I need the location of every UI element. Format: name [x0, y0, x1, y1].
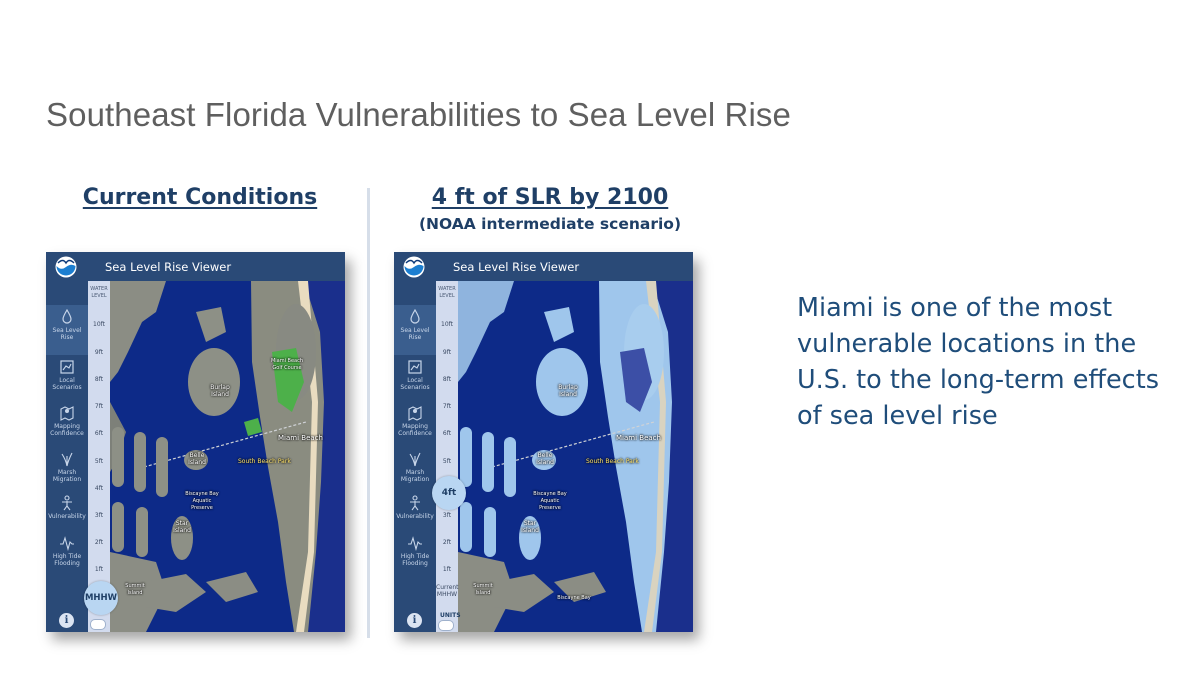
slider-tick: 2ft	[442, 539, 452, 546]
sidebar-item-sea-level-rise[interactable]: Sea Level Rise	[46, 305, 88, 355]
sidebar-item-local-scenarios[interactable]: Local Scenarios	[46, 359, 88, 391]
map-label-biscayne-bay: Biscayne Bay Aquatic Preserve	[185, 491, 219, 511]
map-pin-icon	[408, 406, 422, 421]
water-drop-icon	[62, 309, 72, 324]
slider-tick: 6ft	[442, 430, 452, 437]
slider-tick: 1ft	[442, 566, 452, 573]
map-label-summit-island: Summit Island	[125, 583, 145, 596]
sidebar-item-vulnerability[interactable]: Vulnerability	[46, 495, 88, 520]
slider-header: WATER LEVEL	[438, 286, 456, 299]
slider-tick: 3ft	[94, 512, 104, 519]
map-label-summit-island: Summit Island	[473, 583, 493, 596]
viewer-title: Sea Level Rise Viewer	[105, 260, 232, 274]
slider-tick: 6ft	[94, 430, 104, 437]
units-label: UNITS	[440, 612, 461, 619]
water-level-slider[interactable]: WATER LEVEL 10ft 9ft 8ft 7ft 6ft 5ft 4ft…	[88, 281, 110, 632]
sidebar-item-label: Sea Level Rise	[52, 327, 82, 341]
noaa-logo-icon	[55, 256, 77, 278]
map-label-star-island: Star Island	[173, 520, 191, 534]
sidebar-item-label: Marsh Migration	[400, 469, 430, 483]
map-label-miami-beach: Miami Beach	[616, 434, 661, 442]
tide-wave-icon	[408, 536, 422, 551]
slider-tick: 10ft	[441, 321, 453, 328]
sidebar-item-local-scenarios[interactable]: Local Scenarios	[394, 359, 436, 391]
marsh-plant-icon	[61, 452, 73, 467]
map-label-miami-beach: Miami Beach	[278, 434, 323, 442]
viewer-sidebar: Sea Level Rise Local Scenarios Mapping C…	[394, 281, 436, 632]
map-label-golf-course: Miami Beach Golf Course	[270, 358, 304, 371]
map-label-burlap-island: Burlap Island	[210, 384, 230, 398]
sidebar-item-label: Vulnerability	[396, 513, 434, 520]
sidebar-item-label: Local Scenarios	[400, 377, 430, 391]
sidebar-item-label: High Tide Flooding	[52, 553, 82, 567]
slider-tick: 5ft	[442, 458, 452, 465]
sidebar-item-label: High Tide Flooding	[400, 553, 430, 567]
slider-tick: 3ft	[442, 512, 452, 519]
sidebar-item-sea-level-rise[interactable]: Sea Level Rise	[394, 305, 436, 355]
sidebar-item-mapping-confidence[interactable]: Mapping Confidence	[394, 405, 436, 437]
local-scenarios-icon	[60, 360, 74, 374]
current-conditions-heading: Current Conditions	[82, 185, 318, 210]
map-label-south-beach: South Beach Park	[238, 458, 291, 465]
person-icon	[62, 495, 72, 511]
sidebar-item-marsh-migration[interactable]: Marsh Migration	[46, 451, 88, 483]
slider-tick: 9ft	[94, 349, 104, 356]
sidebar-item-high-tide-flooding[interactable]: High Tide Flooding	[394, 535, 436, 567]
local-scenarios-icon	[408, 360, 422, 374]
viewer-sidebar: Sea Level Rise Local Scenarios Mapping C…	[46, 281, 88, 632]
sidebar-item-label: Mapping Confidence	[398, 423, 432, 437]
slide-caption: Miami is one of the most vulnerable loca…	[797, 293, 1159, 431]
slide-title: Southeast Florida Vulnerabilities to Sea…	[46, 96, 791, 133]
viewer-4ft: Sea Level Rise Viewer Miami Beach South …	[394, 252, 693, 632]
person-icon	[410, 495, 420, 511]
map-label-biscayne-bay: Biscayne Bay Aquatic Preserve	[533, 491, 567, 511]
map-label-belle-isle: Belle Island	[536, 452, 554, 466]
water-level-slider[interactable]: WATER LEVEL 10ft 9ft 8ft 7ft 6ft 5ft 3ft…	[436, 281, 458, 632]
viewer-header: Sea Level Rise Viewer	[46, 252, 345, 281]
slider-tick: 8ft	[442, 376, 452, 383]
current-mhhw-label: Current MHHW	[436, 584, 459, 598]
slider-tick: 8ft	[94, 376, 104, 383]
sidebar-item-high-tide-flooding[interactable]: High Tide Flooding	[46, 535, 88, 567]
sidebar-item-label: Vulnerability	[48, 513, 86, 520]
slider-tick: 10ft	[93, 321, 105, 328]
units-toggle[interactable]	[438, 620, 454, 631]
slider-tick: 9ft	[442, 349, 452, 356]
map-label-biscayne-bay-short: Biscayne Bay	[557, 595, 591, 601]
slider-header: WATER LEVEL	[90, 286, 108, 299]
viewer-title: Sea Level Rise Viewer	[453, 260, 580, 274]
noaa-logo-icon	[403, 256, 425, 278]
noaa-scenario-subheading: (NOAA intermediate scenario)	[418, 215, 682, 233]
slider-knob-mhhw[interactable]: MHHW	[84, 581, 118, 615]
map-label-belle-isle: Belle Island	[188, 452, 206, 466]
info-button[interactable]: i	[59, 613, 74, 628]
slider-knob-4ft[interactable]: 4ft	[432, 476, 466, 510]
units-toggle[interactable]	[90, 619, 106, 630]
map-pin-icon	[60, 406, 74, 421]
viewer-header: Sea Level Rise Viewer	[394, 252, 693, 281]
map-label-star-island: Star Island	[521, 520, 539, 534]
slider-tick: 4ft	[94, 485, 104, 492]
sidebar-item-marsh-migration[interactable]: Marsh Migration	[394, 451, 436, 483]
sidebar-item-label: Local Scenarios	[52, 377, 82, 391]
map-label-burlap-island: Burlap Island	[558, 384, 578, 398]
sidebar-item-vulnerability[interactable]: Vulnerability	[394, 495, 436, 520]
slider-tick: 1ft	[94, 566, 104, 573]
slider-tick: 5ft	[94, 458, 104, 465]
sidebar-item-label: Marsh Migration	[52, 469, 82, 483]
slider-tick: 7ft	[94, 403, 104, 410]
water-drop-icon	[410, 309, 420, 324]
tide-wave-icon	[60, 536, 74, 551]
slr-2100-heading: 4 ft of SLR by 2100	[431, 185, 669, 210]
map-label-south-beach: South Beach Park	[586, 458, 639, 465]
sidebar-item-label: Sea Level Rise	[400, 327, 430, 341]
marsh-plant-icon	[409, 452, 421, 467]
slider-tick: 7ft	[442, 403, 452, 410]
info-button[interactable]: i	[407, 613, 422, 628]
panel-divider	[367, 188, 370, 638]
sidebar-item-label: Mapping Confidence	[50, 423, 84, 437]
viewer-current: Sea Level Rise Viewer Miami Beac	[46, 252, 345, 632]
slider-tick: 2ft	[94, 539, 104, 546]
sidebar-item-mapping-confidence[interactable]: Mapping Confidence	[46, 405, 88, 437]
